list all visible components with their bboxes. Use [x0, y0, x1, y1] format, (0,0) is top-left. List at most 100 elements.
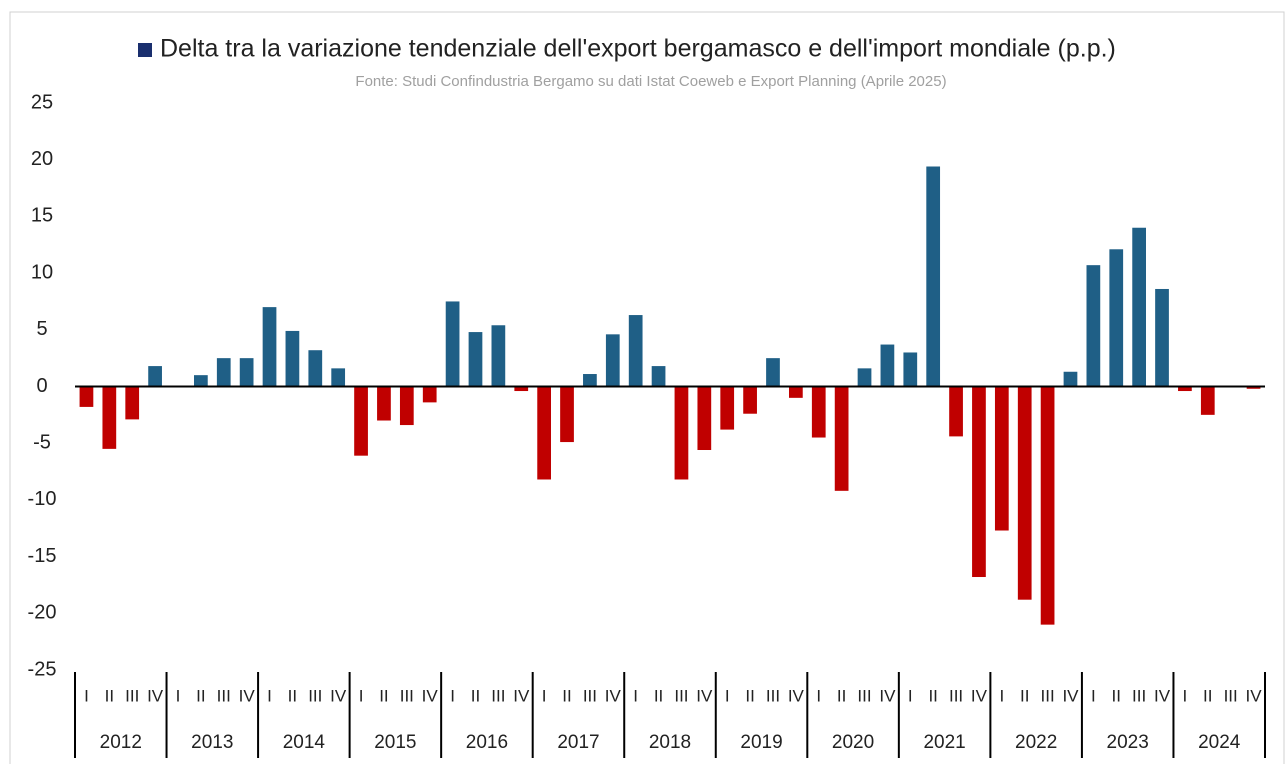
bar: [811, 386, 826, 438]
bar: [445, 301, 460, 387]
bar: [1017, 386, 1032, 600]
y-tick-label: 15: [31, 205, 53, 227]
year-label: 2024: [1198, 732, 1241, 753]
bar: [514, 386, 529, 392]
x-tick-label: II: [562, 686, 571, 705]
x-tick-label: III: [1132, 686, 1146, 705]
bar: [789, 386, 803, 398]
y-tick-label: 20: [31, 148, 53, 170]
bar: [216, 358, 231, 387]
x-tick-label: III: [674, 686, 688, 705]
x-tick-label: III: [400, 686, 414, 705]
x-tick-label: I: [359, 686, 364, 705]
bar: [308, 350, 323, 387]
y-tick-label: 10: [31, 261, 53, 283]
year-label: 2016: [466, 732, 508, 753]
x-tick-label: II: [379, 686, 388, 705]
x-tick-label: I: [999, 686, 1004, 705]
bar: [422, 386, 437, 403]
year-label: 2022: [1015, 732, 1057, 753]
y-tick-label: 25: [31, 91, 53, 113]
x-tick-label: III: [125, 686, 139, 705]
bar: [1040, 386, 1055, 625]
x-tick-label: II: [1112, 686, 1121, 705]
year-label: 2020: [832, 732, 874, 753]
bar: [628, 315, 643, 387]
year-label: 2023: [1107, 732, 1149, 753]
bar: [194, 375, 208, 387]
bar: [903, 352, 918, 387]
x-tick-label: I: [542, 686, 547, 705]
x-tick-label: III: [583, 686, 597, 705]
bar: [697, 386, 712, 451]
bar: [1086, 265, 1101, 387]
x-tick-label: I: [450, 686, 455, 705]
bar: [651, 366, 666, 387]
x-tick-label: III: [1224, 686, 1238, 705]
x-tick-label: II: [1020, 686, 1029, 705]
x-tick-label: IV: [1154, 686, 1171, 705]
x-tick-label: I: [267, 686, 272, 705]
bar: [880, 344, 895, 387]
bar: [148, 366, 162, 387]
bar: [354, 386, 368, 456]
bar: [1246, 386, 1261, 389]
bar: [766, 358, 780, 387]
bar: [1109, 249, 1124, 387]
year-label: 2017: [557, 732, 599, 753]
chart-frame: [9, 11, 1285, 764]
x-tick-label: II: [745, 686, 754, 705]
bar: [331, 368, 346, 387]
x-tick-label: IV: [513, 686, 530, 705]
x-tick-label: II: [654, 686, 663, 705]
y-tick-label: -25: [28, 658, 57, 680]
bar: [399, 386, 414, 426]
x-tick-label: IV: [147, 686, 164, 705]
x-tick-label: I: [725, 686, 730, 705]
bar: [926, 166, 941, 387]
bar: [743, 386, 757, 414]
x-tick-label: I: [176, 686, 181, 705]
x-tick-label: IV: [1062, 686, 1079, 705]
bar: [1178, 386, 1192, 392]
x-tick-label: I: [84, 686, 89, 705]
year-label: 2021: [923, 732, 965, 753]
y-tick-label: -15: [28, 545, 57, 567]
bar: [994, 386, 1009, 531]
year-label: 2019: [740, 732, 782, 753]
x-tick-label: IV: [330, 686, 347, 705]
bar: [125, 386, 140, 420]
x-tick-label: III: [491, 686, 505, 705]
bar: [537, 386, 551, 480]
x-tick-label: IV: [239, 686, 256, 705]
x-tick-label: II: [105, 686, 114, 705]
bar: [972, 386, 986, 578]
year-label: 2018: [649, 732, 691, 753]
year-label: 2012: [100, 732, 142, 753]
y-tick-label: 0: [36, 375, 47, 397]
x-tick-label: IV: [879, 686, 896, 705]
y-tick-label: -5: [33, 431, 51, 453]
bar: [1200, 386, 1215, 415]
bar: [285, 330, 300, 387]
legend-marker: [138, 43, 152, 57]
x-tick-label: I: [633, 686, 638, 705]
bar: [79, 386, 94, 407]
x-tick-label: I: [908, 686, 913, 705]
bar: [605, 334, 620, 387]
chart-title: Delta tra la variazione tendenziale dell…: [160, 35, 1116, 63]
year-label: 2014: [283, 732, 326, 753]
x-tick-label: II: [1203, 686, 1212, 705]
x-tick-label: IV: [422, 686, 439, 705]
year-label: 2015: [374, 732, 416, 753]
bar: [468, 332, 483, 387]
x-tick-label: I: [816, 686, 821, 705]
x-tick-label: II: [288, 686, 297, 705]
bar: [262, 307, 277, 387]
bar: [239, 358, 254, 387]
bar: [834, 386, 849, 491]
bar: [857, 368, 872, 387]
x-tick-label: IV: [1246, 686, 1263, 705]
bar: [674, 386, 689, 480]
